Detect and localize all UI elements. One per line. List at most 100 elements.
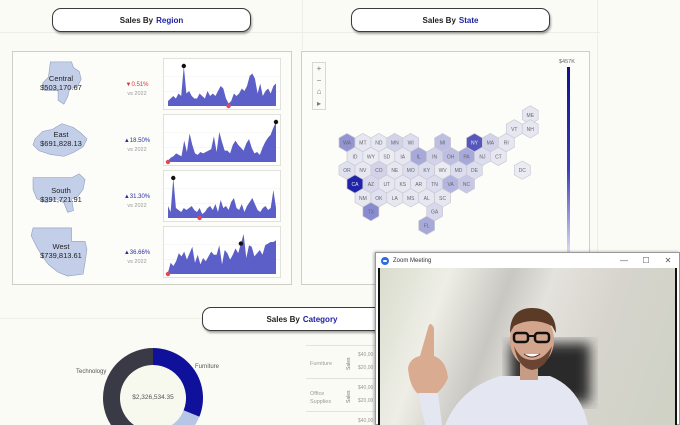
- svg-text:IN: IN: [432, 154, 437, 160]
- svg-text:ME: ME: [527, 113, 535, 119]
- donut-segment-office-supplies[interactable]: [132, 410, 200, 425]
- svg-text:AL: AL: [424, 196, 430, 202]
- svg-text:NY: NY: [471, 141, 479, 147]
- participant-video-icon: [408, 308, 590, 425]
- yoy-change: ▲36.66%: [123, 250, 151, 256]
- table-row: $40,00: [306, 411, 378, 425]
- legend-max-label: $457K: [559, 59, 575, 65]
- svg-text:VA: VA: [447, 182, 454, 188]
- sales-by-category-title: Sales By Category: [202, 307, 402, 331]
- svg-text:MS: MS: [407, 196, 415, 202]
- yoy-change: ▲18.50%: [123, 138, 151, 144]
- svg-text:SD: SD: [383, 154, 390, 160]
- svg-text:NJ: NJ: [479, 154, 486, 160]
- svg-text:NM: NM: [359, 196, 367, 202]
- state-hex-map: ME VT NH WA MT ND MN WI MI NY MA RI ID WY SD IA IL IN OH PA…: [338, 105, 539, 236]
- region-row-east[interactable]: East $691,828.13 ▲18.50% vs 2022: [13, 112, 163, 168]
- region-row-west[interactable]: West $739,813.61 ▲36.66% vs 2022: [13, 224, 163, 280]
- sparkline-south[interactable]: [163, 170, 281, 222]
- donut-segment-technology[interactable]: [103, 348, 153, 425]
- close-button[interactable]: ✕: [664, 256, 672, 265]
- svg-text:AZ: AZ: [368, 182, 374, 188]
- region-row-central[interactable]: Central $503,170.67 ▼0.51% vs 2022: [13, 56, 163, 112]
- minimize-button[interactable]: —: [620, 256, 628, 265]
- map-zoom-controls: + − ⌂ ▸: [312, 62, 326, 110]
- svg-text:KS: KS: [399, 182, 406, 188]
- window-titlebar[interactable]: Zoom Meeting — ☐ ✕: [376, 253, 679, 268]
- region-sales-value: $691,828.13: [40, 139, 82, 148]
- video-feed: [378, 268, 677, 425]
- region-row-south[interactable]: South $391,721.91 ▲31.30% vs 2022: [13, 168, 163, 224]
- svg-text:WV: WV: [439, 168, 448, 174]
- sparkline-central[interactable]: [163, 58, 281, 110]
- donut-total: $2,326,534.35: [132, 394, 174, 401]
- state-hex-ct[interactable]: CT: [490, 146, 507, 167]
- pan-arrow-icon[interactable]: ▸: [316, 98, 321, 108]
- svg-text:GA: GA: [431, 210, 439, 216]
- svg-text:SC: SC: [439, 196, 446, 202]
- svg-text:CO: CO: [375, 168, 383, 174]
- svg-text:TX: TX: [368, 210, 375, 216]
- donut-label-furniture: Furniture: [195, 364, 220, 370]
- sparkline-east[interactable]: [163, 114, 281, 166]
- region-name: East: [53, 130, 69, 139]
- svg-text:CA: CA: [352, 182, 360, 188]
- region-map-shape[interactable]: [25, 114, 95, 166]
- zoom-meeting-window[interactable]: Zoom Meeting — ☐ ✕: [375, 252, 680, 425]
- region-name: South: [51, 186, 71, 195]
- comparison-label: vs 2022: [127, 91, 147, 97]
- state-hex-me[interactable]: ME: [521, 105, 539, 125]
- window-title: Zoom Meeting: [393, 257, 432, 264]
- svg-text:MT: MT: [359, 141, 366, 147]
- svg-text:MN: MN: [391, 141, 399, 147]
- comparison-label: vs 2022: [127, 259, 147, 265]
- comparison-label: vs 2022: [127, 203, 147, 209]
- region-panel: Central $503,170.67 ▼0.51% vs 2022 East $691,…: [12, 51, 292, 285]
- svg-text:WI: WI: [408, 141, 414, 147]
- yoy-change: ▲31.30%: [123, 194, 151, 200]
- svg-text:DC: DC: [519, 168, 527, 174]
- svg-text:NE: NE: [391, 168, 399, 174]
- sparkline-west[interactable]: [163, 226, 281, 278]
- region-map-shape[interactable]: [25, 58, 95, 110]
- sales-by-region-title: Sales By Region: [52, 8, 251, 32]
- svg-text:KY: KY: [423, 168, 430, 174]
- svg-text:IL: IL: [417, 154, 421, 160]
- state-hex-fl[interactable]: FL: [418, 215, 435, 236]
- region-map-shape[interactable]: [25, 226, 95, 278]
- svg-text:ID: ID: [353, 154, 358, 160]
- color-legend-bar: [567, 67, 570, 253]
- state-hex-tx[interactable]: TX: [362, 201, 380, 222]
- region-name: West: [52, 242, 70, 251]
- table-row: Office Supplies Sales $40,00 $20,00: [306, 378, 378, 411]
- table-row: Furniture Sales $40,00 $20,00: [306, 345, 378, 378]
- svg-text:AR: AR: [415, 182, 422, 188]
- svg-text:WY: WY: [367, 154, 376, 160]
- svg-text:LA: LA: [392, 196, 399, 202]
- region-map-shape[interactable]: [25, 170, 95, 222]
- donut-segment-furniture[interactable]: [153, 348, 203, 417]
- region-name: Central: [48, 74, 74, 83]
- region-sales-value: $391,721.91: [40, 195, 82, 204]
- svg-text:MI: MI: [440, 141, 446, 147]
- svg-text:IA: IA: [400, 154, 405, 160]
- zoom-out-button[interactable]: −: [316, 75, 322, 85]
- svg-text:CT: CT: [495, 154, 502, 160]
- svg-text:UT: UT: [383, 182, 390, 188]
- svg-text:OR: OR: [343, 168, 351, 174]
- svg-text:VT: VT: [511, 127, 517, 133]
- svg-text:TN: TN: [431, 182, 438, 188]
- category-donut-chart: [103, 348, 203, 425]
- svg-text:WA: WA: [343, 141, 352, 147]
- maximize-button[interactable]: ☐: [642, 256, 650, 265]
- state-hex-nc[interactable]: NC: [458, 174, 475, 194]
- state-hex-nh[interactable]: NH: [521, 119, 539, 139]
- svg-text:MO: MO: [407, 168, 415, 174]
- home-icon[interactable]: ⌂: [316, 87, 322, 97]
- region-sales-value: $739,813.61: [40, 251, 82, 260]
- divider: [597, 0, 598, 300]
- comparison-label: vs 2022: [127, 147, 147, 153]
- svg-text:PA: PA: [463, 154, 470, 160]
- state-hex-dc[interactable]: DC: [513, 160, 531, 180]
- zoom-in-button[interactable]: +: [316, 64, 322, 74]
